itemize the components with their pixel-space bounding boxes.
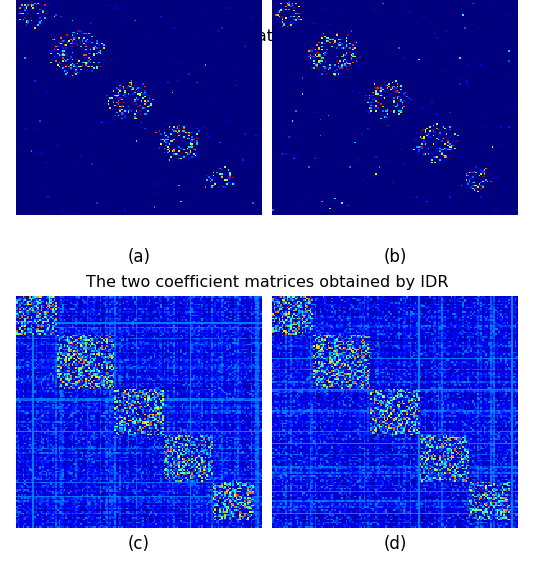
Text: (d): (d) (383, 535, 407, 553)
Text: (b): (b) (383, 248, 407, 266)
Text: (a): (a) (127, 248, 151, 266)
Text: (c): (c) (128, 535, 150, 553)
Text: The two coefficient matrices obtained by BDR: The two coefficient matrices obtained by… (83, 28, 451, 44)
Text: The two coefficient matrices obtained by IDR: The two coefficient matrices obtained by… (86, 275, 448, 290)
